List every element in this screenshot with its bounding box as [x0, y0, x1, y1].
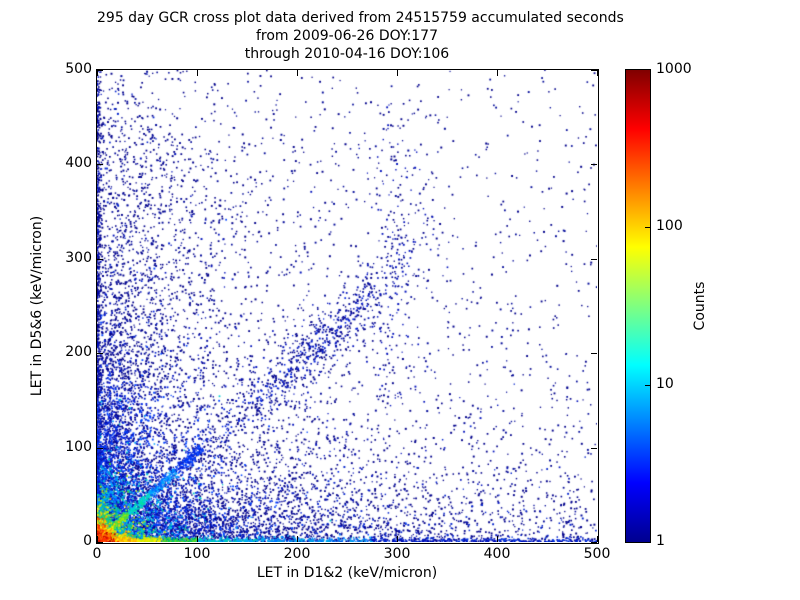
y-tick-label: 100 [65, 438, 92, 455]
y-tick-right [591, 447, 597, 449]
x-tick-top [597, 70, 598, 76]
x-tick [597, 536, 598, 542]
chart-title-line-3: through 2010-04-16 DOY:106 [244, 46, 450, 62]
colorbar-tick-label: 100 [656, 218, 683, 235]
x-tick-top [397, 70, 398, 76]
colorbar-label: Counts [692, 281, 708, 331]
colorbar [625, 69, 651, 543]
y-tick-right [591, 70, 597, 71]
y-tick-right [591, 542, 597, 543]
x-tick-top [497, 70, 498, 76]
y-tick-label: 200 [65, 344, 92, 361]
colorbar-tick [645, 227, 650, 229]
y-tick-label: 300 [65, 249, 92, 266]
colorbar-tick-label: 10 [656, 375, 674, 392]
x-tick-label: 500 [583, 546, 611, 562]
colorbar-tick-label: 1000 [656, 61, 692, 77]
x-tick-label: 400 [483, 546, 511, 562]
y-tick-label: 500 [65, 61, 92, 77]
x-tick [197, 536, 198, 542]
x-tick [297, 536, 298, 542]
x-tick [397, 536, 398, 542]
x-tick-label: 100 [183, 546, 211, 562]
chart-title-line-1: 295 day GCR cross plot data derived from… [97, 10, 624, 26]
y-tick-right [591, 353, 597, 355]
colorbar-gradient [626, 70, 650, 542]
x-tick-label: 200 [283, 546, 311, 562]
colorbar-tick [645, 384, 650, 386]
y-tick-right [591, 164, 597, 166]
x-tick-label: 0 [92, 546, 102, 562]
y-tick [97, 353, 103, 355]
y-tick [97, 542, 103, 543]
y-tick [97, 258, 103, 260]
colorbar-tick-label: 1 [656, 533, 665, 549]
y-tick [97, 447, 103, 449]
x-tick-label: 300 [383, 546, 411, 562]
y-tick-label: 400 [65, 155, 92, 172]
x-tick [497, 536, 498, 542]
y-tick-label: 0 [83, 533, 92, 549]
chart-title-line-2: from 2009-06-26 DOY:177 [255, 28, 438, 44]
scatter-canvas [97, 70, 597, 542]
x-tick-top [297, 70, 298, 76]
y-tick [97, 70, 103, 71]
y-tick-right [591, 258, 597, 260]
x-tick-top [197, 70, 198, 76]
y-tick [97, 164, 103, 166]
y-axis-label: LET in D5&6 (keV/micron) [29, 215, 45, 397]
x-axis-label: LET in D1&2 (keV/micron) [256, 565, 438, 581]
x-tick [97, 536, 98, 542]
x-tick-top [97, 70, 98, 76]
